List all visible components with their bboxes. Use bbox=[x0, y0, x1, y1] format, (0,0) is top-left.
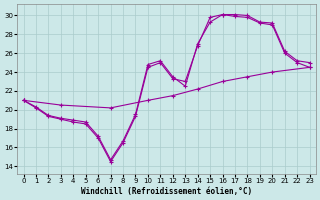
X-axis label: Windchill (Refroidissement éolien,°C): Windchill (Refroidissement éolien,°C) bbox=[81, 187, 252, 196]
